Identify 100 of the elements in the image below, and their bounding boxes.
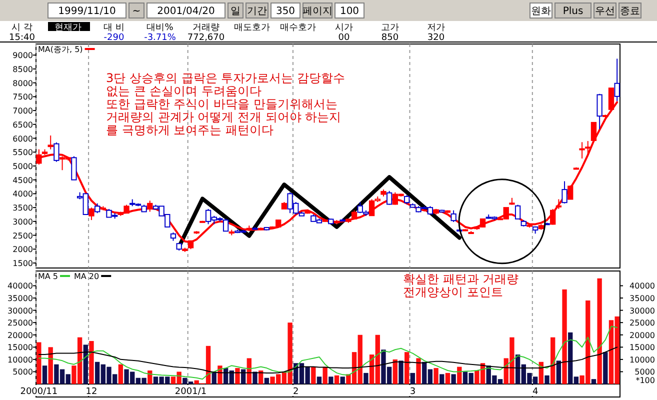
text: 772,670 [187, 33, 225, 43]
candlestick [450, 210, 456, 222]
annotation: 확실한 패턴과 거래량 전개양상이 포인트 [403, 272, 519, 299]
bar [311, 366, 316, 384]
bar [410, 372, 416, 384]
bar [316, 376, 322, 384]
y-tick-label: 9000 [12, 51, 33, 60]
bar [597, 278, 602, 384]
y-tick-label: 15000 [8, 343, 33, 352]
category-label: 대비% [146, 23, 174, 33]
text: 1999/11/10 [58, 6, 116, 17]
bar [434, 368, 438, 384]
x-tick-label: 2001/1 [174, 387, 207, 397]
y2-tick-label: 40000 [630, 282, 655, 291]
bar [235, 368, 240, 384]
text: Plus [562, 6, 584, 17]
annotation: 3단 상승후의 급락은 투자가로서는 감당할수 없는 큰 손실이며 두려움이다 또한 급락한 주식이 바닥을 만들기위해서는 거래량의 관계가 어떻게 전개 되어야 하는지 를 극명하게 보여주는 패턴이다 [106, 71, 345, 137]
category-label: 매수호가 [280, 23, 316, 33]
legend-label: MA(종가, 5) [38, 45, 83, 54]
bar [404, 352, 410, 384]
y-tick-label: 10000 [8, 355, 33, 364]
candlestick [596, 93, 602, 130]
bar [48, 347, 53, 384]
bar [451, 374, 456, 384]
bar [334, 375, 340, 384]
text: 15:40 [9, 33, 35, 43]
y-tick-label: 2500 [12, 231, 33, 240]
category-label: 대 비 [104, 23, 124, 33]
bar [398, 360, 404, 384]
y-tick-label: 7500 [12, 92, 33, 102]
y-tick-label: 5500 [12, 148, 33, 158]
candlestick [556, 198, 562, 210]
bar [591, 379, 596, 384]
text: -290 [104, 33, 124, 43]
y-tick-label: 8000 [12, 78, 33, 88]
candlestick [590, 122, 597, 141]
x-tick-label: 12 [86, 387, 98, 397]
y2-tick-label: 10000 [630, 355, 655, 364]
text: 우선 [595, 6, 615, 17]
candlestick [54, 142, 60, 162]
candlestick [147, 200, 153, 212]
y2-tick-label: 25000 [630, 318, 655, 328]
category-label: 시 각 [12, 23, 32, 33]
y-tick-label: 35000 [8, 294, 33, 304]
candlestick [386, 190, 392, 206]
candlestick [514, 204, 521, 220]
candlestick [585, 140, 591, 156]
y-tick-label: 5000 [12, 368, 33, 377]
x-tick-label: 4 [532, 387, 538, 397]
bar [42, 366, 48, 384]
y2-tick-label: 30000 [630, 306, 655, 316]
candlestick [404, 194, 410, 205]
bar [364, 372, 368, 384]
category-label: 시가 [335, 23, 353, 33]
text: 100 [340, 6, 360, 17]
y2-tick-label: 35000 [630, 294, 655, 304]
candlestick [71, 156, 77, 180]
bar [246, 358, 252, 384]
category-label: 거래량 [192, 23, 220, 33]
text: 00 [338, 33, 350, 43]
candlestick [562, 180, 568, 204]
y-tick-label: 3500 [12, 204, 33, 213]
bar [83, 344, 88, 384]
y-tick-label: 30000 [8, 306, 33, 316]
y2-tick-label: 20000 [630, 330, 655, 340]
y2-tick-label: 15000 [630, 343, 655, 352]
bar [340, 376, 345, 384]
text: 페이지 [302, 6, 332, 17]
text: ~ [132, 6, 141, 17]
text: 기간 [247, 6, 267, 17]
text: 종료 [620, 6, 640, 17]
bar [416, 358, 421, 384]
candlestick [94, 202, 100, 214]
text: 320 [427, 33, 445, 43]
candlestick [48, 134, 54, 150]
text: 일 [230, 6, 240, 17]
bar [328, 376, 334, 384]
category-label: 저가 [427, 23, 445, 33]
y2-axis-title: *100 [636, 376, 655, 385]
candlestick [579, 142, 585, 159]
y-tick-label: 3000 [12, 217, 33, 226]
y-tick-label: 25000 [8, 318, 33, 328]
bar [89, 341, 94, 384]
y-tick-label: 40000 [8, 282, 33, 291]
x-tick-label: 2 [293, 387, 299, 397]
y-tick-label: 20000 [8, 330, 33, 340]
bar [457, 366, 462, 384]
x-tick-label: 3 [410, 387, 416, 397]
y-tick-label: 2000 [12, 245, 33, 254]
bar [322, 366, 328, 384]
category-label: 고가 [381, 23, 399, 33]
text: 350 [276, 6, 296, 17]
y-tick-label: 6000 [12, 134, 33, 144]
candlestick [568, 184, 574, 200]
bar [118, 364, 124, 384]
y-tick-label: 1500 [12, 259, 33, 268]
bar [603, 352, 608, 384]
y-tick-label: 7000 [12, 106, 33, 116]
category-label: 매도호가 [234, 23, 270, 33]
y-tick-label: 4000 [12, 190, 33, 199]
